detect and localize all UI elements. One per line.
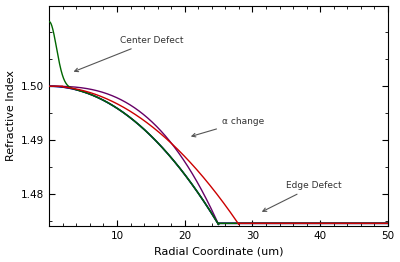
Text: Edge Defect: Edge Defect <box>263 181 342 211</box>
Text: Center Defect: Center Defect <box>75 36 184 72</box>
Y-axis label: Refractive Index: Refractive Index <box>6 70 16 161</box>
Text: α change: α change <box>192 117 264 137</box>
X-axis label: Radial Coordinate (um): Radial Coordinate (um) <box>154 247 283 256</box>
